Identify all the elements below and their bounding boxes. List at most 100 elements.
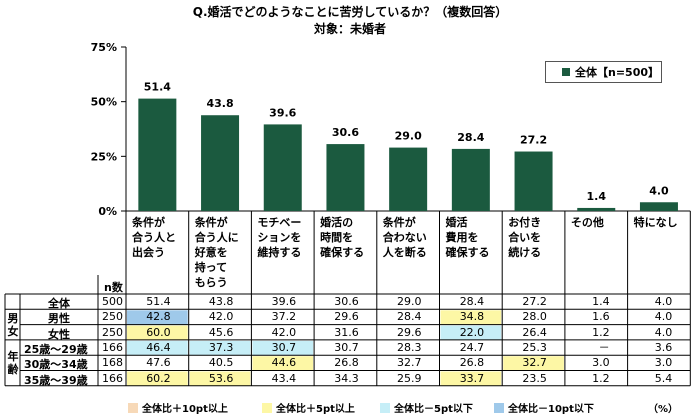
chart-title: Q.婚活でどのようなことに苦労しているか？（複数回答） (192, 5, 508, 19)
highlight-key-label: 全体比－10pt以下 (508, 404, 594, 415)
highlight-key-item: 全体比－5pt以下 (380, 400, 473, 415)
highlight-key-label: 全体比＋5pt以上 (276, 404, 355, 415)
table-cell: 43.4 (271, 371, 297, 385)
table-cell: 42.0 (271, 325, 297, 339)
table-cell: 4.0 (654, 295, 673, 308)
table-cell: 29.0 (396, 295, 422, 308)
table-cell: 28.3 (396, 340, 422, 354)
highlight-key-item: 全体比－10pt以下 (494, 400, 594, 415)
table-cell: 30.7 (271, 340, 297, 354)
table-cell: 37.3 (208, 340, 234, 354)
table-cell: 30.7 (334, 340, 359, 354)
highlight-key-swatch (494, 402, 504, 413)
highlight-cell (127, 310, 188, 325)
table-cell: 51.4 (146, 295, 171, 308)
group-label: 年齢 (7, 349, 19, 376)
n-cell: 250 (102, 325, 123, 339)
table-cell: 34.8 (459, 310, 485, 324)
category-label: 条件が 合う人と 出会う (132, 216, 176, 259)
highlight-cell (440, 310, 502, 325)
table-cell: 42.8 (146, 310, 171, 324)
legend: 全体【n=500】 (545, 61, 662, 83)
bar (201, 115, 240, 211)
table-cell: 26.4 (522, 325, 547, 339)
highlight-cell (503, 356, 564, 371)
bar (389, 147, 428, 211)
table-cell: 30.6 (334, 295, 359, 308)
table-cell: 5.4 (654, 371, 673, 385)
highlight-key-label: 全体比－5pt以下 (394, 404, 473, 415)
table-cell: 1.4 (592, 295, 610, 308)
highlight-key-swatch (262, 402, 272, 413)
n-cell: 250 (102, 310, 123, 324)
bar-value-label: 28.4 (457, 131, 484, 144)
y-tick-label: 50% (91, 96, 117, 109)
table-cell: 26.8 (334, 356, 359, 370)
table-cell: 26.8 (459, 356, 485, 370)
table-cell: 3.6 (654, 340, 673, 354)
table-cell: 22.0 (459, 325, 485, 339)
highlight-key-item: 全体比＋10pt以上 (128, 400, 228, 415)
n-cell: 166 (102, 340, 123, 354)
category-label: お付き 合いを 続ける (508, 216, 542, 259)
table-cell: 25.3 (522, 340, 547, 354)
bar (138, 98, 177, 211)
category-label: 婚活の 時間を 確保する (320, 216, 365, 259)
row-label: 男性 (48, 312, 70, 326)
table-cell: 3.0 (654, 356, 673, 370)
table-cell: 33.7 (459, 371, 485, 385)
table-cell: 34.3 (334, 371, 359, 385)
table-cell: 28.4 (459, 295, 485, 308)
row-label: 女性 (48, 327, 70, 341)
table-cell: 1.2 (592, 325, 610, 339)
n-cell: 166 (102, 371, 123, 385)
n-cell: 168 (102, 356, 123, 370)
table-cell: 44.6 (271, 356, 297, 370)
n-column-header: n数 (104, 281, 123, 294)
table-cell: 39.6 (271, 295, 297, 308)
highlight-key-item: 全体比＋5pt以上 (262, 400, 355, 415)
row-label: 30歳～34歳 (24, 358, 88, 372)
table-cell: 28.4 (396, 310, 422, 324)
table-cell: 40.5 (208, 356, 234, 370)
table-cell: 24.7 (459, 340, 485, 354)
category-label: モチベー ションを 維持する (257, 216, 302, 259)
highlight-cell (127, 340, 188, 356)
y-tick-label: 0% (98, 205, 117, 218)
bar (451, 148, 490, 211)
table-cell: 3.0 (592, 356, 610, 370)
table-cell: 32.7 (396, 356, 422, 370)
table-cell: 32.7 (522, 356, 547, 370)
highlight-cell (189, 371, 251, 386)
bar-value-label: 27.2 (520, 134, 547, 147)
highlight-cell (189, 340, 251, 356)
chart-subtitle: 対象：未婚者 (313, 22, 386, 36)
highlight-key-swatch (380, 402, 390, 413)
highlight-cell (127, 325, 188, 340)
table-cell: 29.6 (396, 325, 422, 339)
table-cell: 42.0 (208, 310, 234, 324)
legend-label: 全体【n=500】 (575, 66, 660, 79)
bar-value-label: 51.4 (144, 81, 171, 94)
highlight-cell (252, 340, 314, 356)
table-cell: 60.2 (146, 371, 171, 385)
table-cell: 45.6 (208, 325, 234, 339)
table-cell: 1.6 (592, 310, 610, 324)
table-cell: 28.0 (522, 310, 547, 324)
category-label: 婚活 費用を 確保する (445, 216, 490, 259)
table-cell: 47.6 (146, 356, 171, 370)
row-label: 25歳～29歳 (24, 342, 88, 356)
row-label: 全体 (48, 297, 70, 310)
table-cell: 60.0 (146, 325, 171, 339)
table-cell: 43.8 (208, 295, 234, 308)
table-cell: 1.2 (592, 371, 610, 385)
table-cell: 53.6 (208, 371, 234, 385)
category-label: 特になし (633, 216, 678, 229)
table-cell: － (598, 340, 610, 354)
table-cell: 27.2 (522, 295, 547, 308)
table-cell: 23.5 (522, 371, 547, 385)
table-cell: 29.6 (334, 310, 359, 324)
highlight-cell (252, 356, 314, 371)
unit-label: （%） (648, 404, 679, 415)
bar-value-label: 30.6 (332, 126, 359, 139)
